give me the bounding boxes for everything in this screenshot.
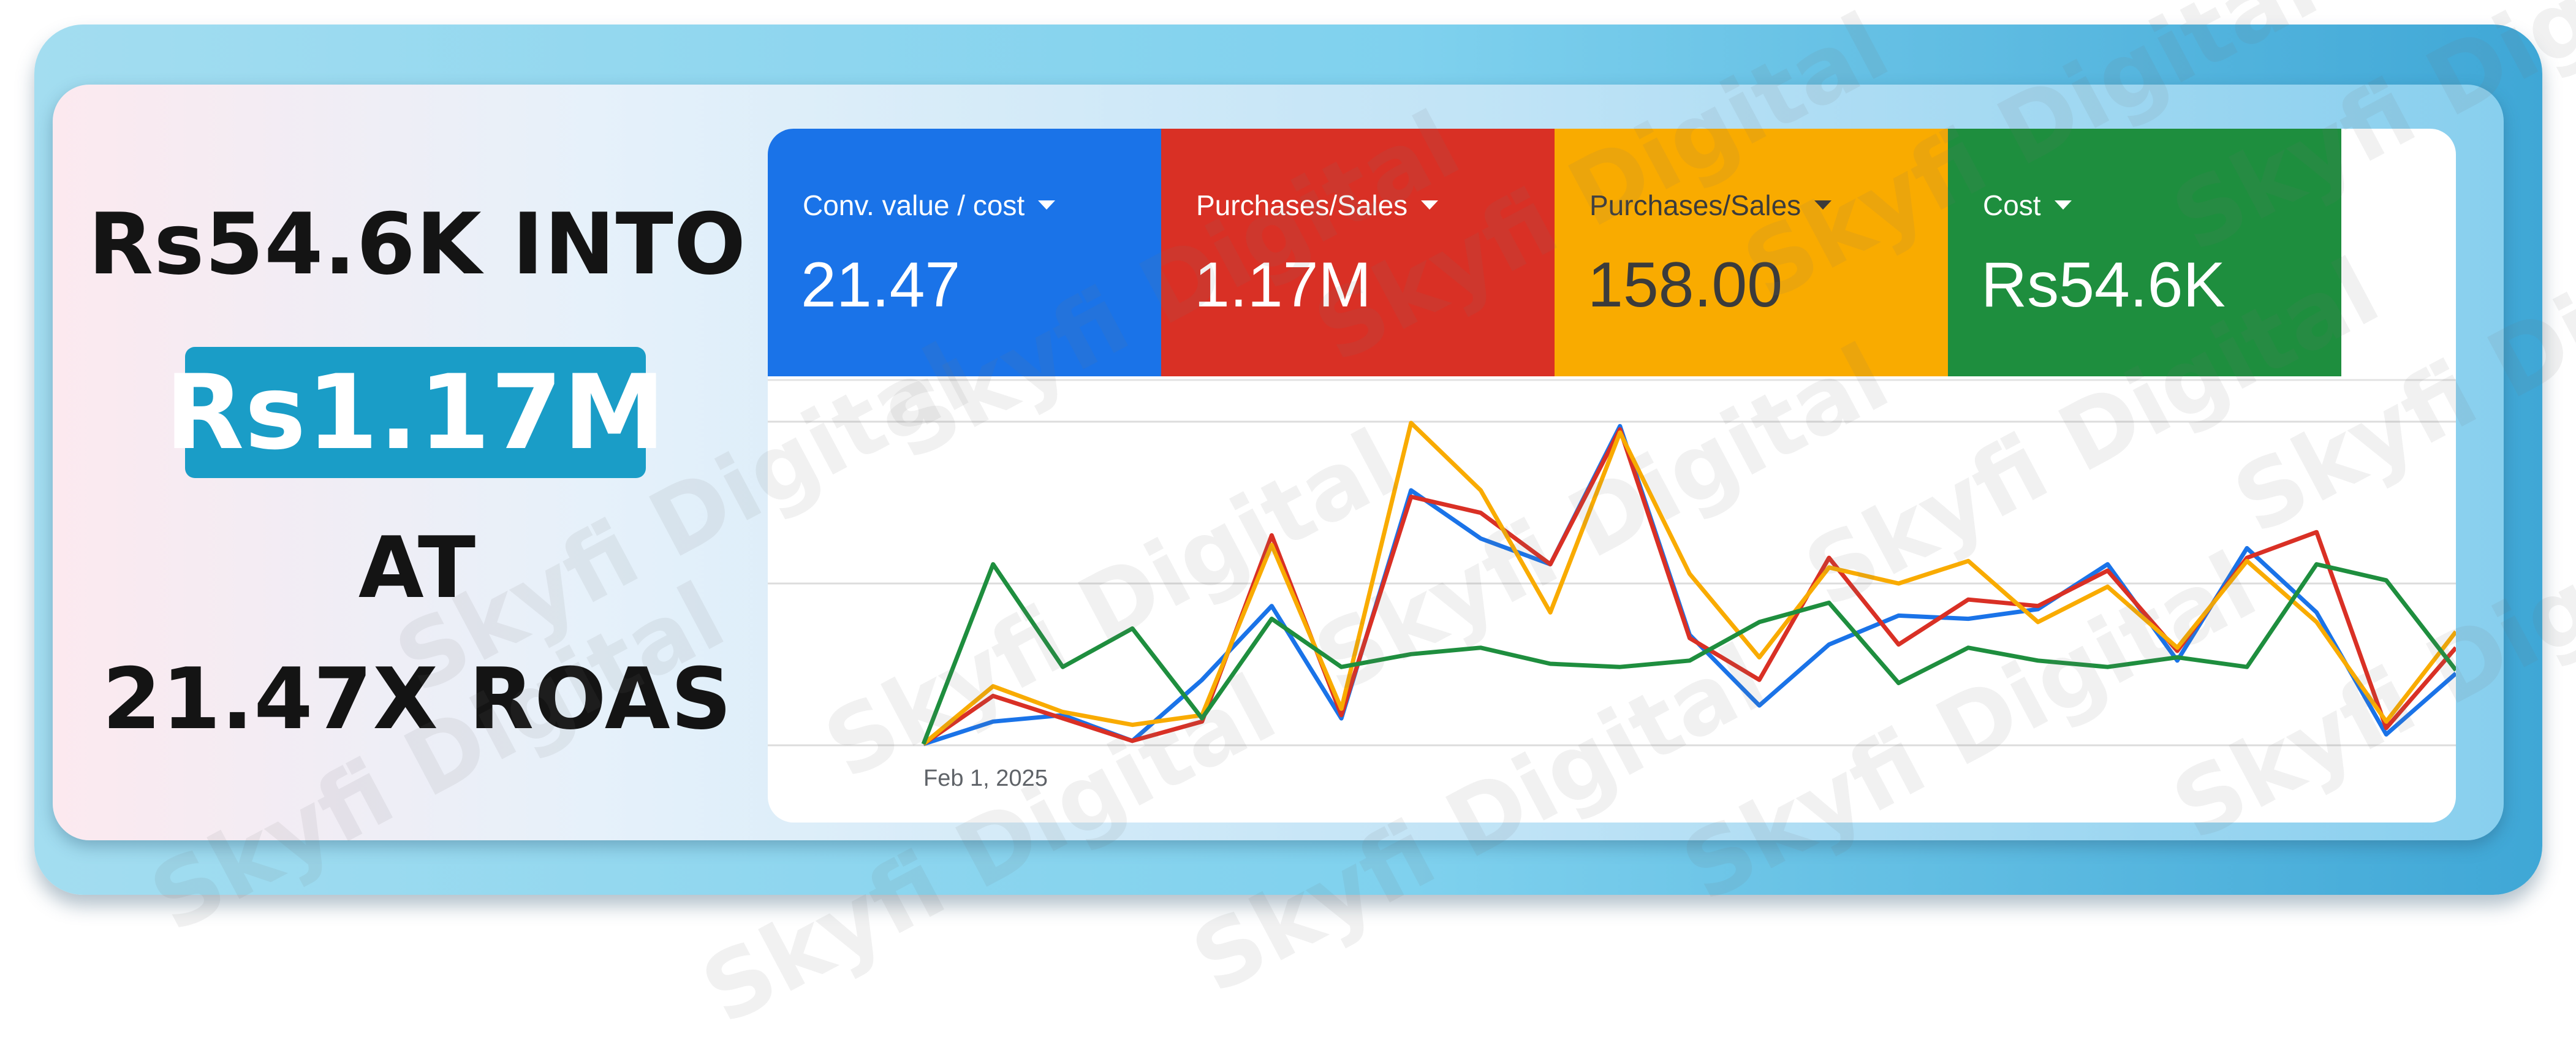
metric-label: Purchases/Sales	[1196, 189, 1408, 221]
metric-label: Conv. value / cost	[803, 189, 1025, 221]
line-chart: Feb 1, 2025	[768, 379, 2456, 791]
metric-tile-cost[interactable]: Cost Rs54.6K	[1948, 129, 2341, 376]
chart-panel: Conv. value / cost 21.47 Purchases/Sales…	[768, 129, 2456, 823]
metric-value: Rs54.6K	[1981, 249, 2226, 321]
metric-label: Cost	[1983, 189, 2041, 221]
metric-value: 21.47	[801, 249, 961, 321]
dropdown-caret-icon[interactable]	[1038, 200, 1056, 210]
metric-value: 1.17M	[1194, 249, 1372, 321]
headline-at: AT	[358, 519, 477, 617]
metric-label: Purchases/Sales	[1589, 189, 1801, 221]
metric-value: 158.00	[1588, 249, 1783, 321]
headline-revenue: Rs1.17M	[164, 352, 667, 473]
metric-tile-purchases-sales-count[interactable]: Purchases/Sales 158.00	[1555, 129, 1948, 376]
x-tick-label: Feb 1, 2025	[923, 766, 1048, 791]
highlight-box: Rs1.17M	[165, 347, 665, 478]
series-line-3	[922, 420, 2456, 746]
headline-spend: Rs54.6K INTO	[88, 195, 747, 294]
dropdown-caret-icon[interactable]	[1421, 200, 1439, 210]
dropdown-caret-icon[interactable]	[2054, 200, 2072, 210]
dropdown-caret-icon[interactable]	[1814, 200, 1832, 210]
headline-roas: 21.47X ROAS	[102, 650, 732, 748]
series-line-4	[921, 562, 2456, 745]
metric-tile-purchases-sales-value[interactable]: Purchases/Sales 1.17M	[1161, 129, 1555, 376]
metric-tile-conv-value-cost[interactable]: Conv. value / cost 21.47	[768, 129, 1161, 376]
